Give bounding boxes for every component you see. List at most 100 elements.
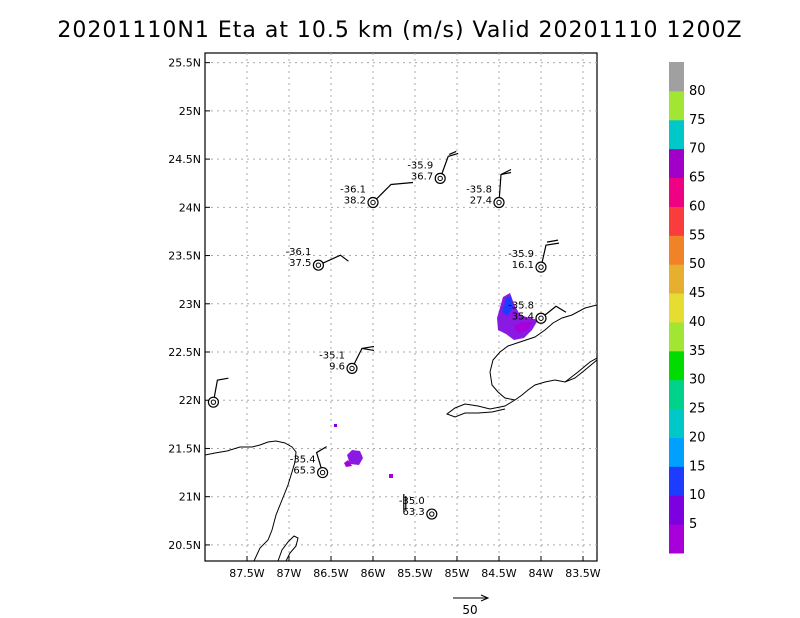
station-temp: -35.8 <box>508 300 534 311</box>
cell-gulf-central-edge <box>344 460 352 467</box>
station-circle <box>535 312 547 324</box>
colorbar-swatch <box>669 264 684 294</box>
station-circle-inner <box>538 264 544 270</box>
station-circle-inner <box>370 199 376 206</box>
station-temp: -35.8 <box>466 185 492 196</box>
lon-tick-label: 84W <box>529 567 554 580</box>
yucatan-coastline <box>205 440 297 561</box>
station-temp: -35.4 <box>290 455 316 466</box>
station-circle-inner <box>538 315 544 321</box>
lat-tick-label: 23.5N <box>168 250 201 263</box>
station-temp: -36.1 <box>286 247 312 258</box>
colorbar-label: 30 <box>689 373 706 388</box>
wind-barb <box>212 377 229 403</box>
wind-barb <box>351 345 375 369</box>
wind-barb <box>498 168 512 203</box>
lat-tick-label: 21N <box>179 491 201 504</box>
colorbar-swatch <box>669 293 684 323</box>
colorbar-swatch <box>669 206 684 236</box>
lat-tick-label: 21.5N <box>168 442 201 455</box>
colorbar-swatch <box>669 524 684 554</box>
colorbar-label: 5 <box>689 517 697 532</box>
colorbar-swatch <box>669 408 684 438</box>
reference-vector: 50 <box>453 594 490 617</box>
lon-tick-label: 84.5W <box>481 567 516 580</box>
station-value: 65.3 <box>293 466 315 477</box>
station-circle <box>316 466 329 479</box>
lon-tick-label: 85W <box>445 567 470 580</box>
colorbar-swatch <box>669 177 684 207</box>
lat-tick-label: 22.5N <box>168 346 201 359</box>
station: -35.230.2 <box>181 377 229 408</box>
station: -35.936.7 <box>407 150 459 184</box>
map-title: 20201110N1 Eta at 10.5 km (m/s) Valid 20… <box>57 18 743 43</box>
lon-tick-label: 87W <box>277 567 302 580</box>
wind-barb <box>439 150 459 179</box>
colorbar-swatch <box>669 321 684 352</box>
station-value: 16.1 <box>512 260 534 271</box>
wind-barb <box>315 446 327 473</box>
station-circle <box>312 259 324 271</box>
colorbar-label: 50 <box>689 257 706 272</box>
colorbar-swatch <box>669 148 684 179</box>
wind-barb <box>540 305 567 319</box>
station-circle-inner <box>437 175 443 182</box>
colorbar-swatch <box>669 379 684 410</box>
station-circle-inner <box>315 262 322 268</box>
station-value: 36.7 <box>411 171 433 182</box>
colorbar-label: 80 <box>689 84 706 99</box>
colorbar: 5 10 15 20 25 30 35 40 45 50 55 60 65 70 75 80 <box>669 62 706 554</box>
station-circle-inner <box>349 365 355 372</box>
lon-tick-label: 86.5W <box>313 567 348 580</box>
station: -35.465.3 <box>290 446 329 479</box>
wind-barb <box>540 239 560 268</box>
colorbar-label: 55 <box>689 228 706 243</box>
station-temp: -35.0 <box>399 496 425 507</box>
station: -35.063.3 <box>399 494 438 520</box>
lat-lon-grid: 87.5W 87W 86.5W 86W 85.5W 85W 84.5W 84W 83.5W 20.… <box>168 53 601 580</box>
station-temp: -36.1 <box>340 185 366 196</box>
station-circle-inner <box>429 511 435 517</box>
station-temp: -35.9 <box>407 160 433 171</box>
station-circle <box>434 172 446 184</box>
colorbar-label: 20 <box>689 430 706 445</box>
station: -35.827.4 <box>466 168 512 209</box>
station-circle-inner <box>319 469 326 476</box>
cuba-west-coastline <box>489 304 597 401</box>
lat-tick-label: 22N <box>179 394 201 407</box>
station-temp: -35.1 <box>319 350 345 361</box>
colorbar-label: 75 <box>689 113 706 128</box>
station-circle-inner <box>210 399 217 405</box>
station-value: 63.3 <box>403 507 425 518</box>
colorbar-label: 70 <box>689 142 706 157</box>
lat-tick-label: 20.5N <box>168 539 201 552</box>
colorbar-label: 15 <box>689 459 706 474</box>
station-circle <box>367 196 379 209</box>
colorbar-swatch <box>669 437 684 467</box>
isla-juventud <box>564 357 597 383</box>
station-circle <box>207 396 219 408</box>
colorbar-swatch <box>669 119 684 150</box>
wind-barb-stations: -35.936.7-36.138.2-35.827.4-36.137.5-35.… <box>181 150 567 520</box>
station-circle <box>535 261 547 273</box>
station-value: 38.2 <box>344 196 366 207</box>
coastlines <box>205 304 597 561</box>
lat-tick-label: 25.5N <box>168 57 201 70</box>
wind-barb <box>318 254 349 266</box>
shaded-precip-cells <box>334 293 538 478</box>
colorbar-label: 25 <box>689 402 706 417</box>
cell-gulf-central <box>347 450 363 465</box>
station-circle <box>346 362 358 375</box>
cuba-south-coastline <box>445 399 516 418</box>
lat-tick-label: 24.5N <box>168 153 201 166</box>
station-value: 30.2 <box>184 395 206 406</box>
station-value: 9.6 <box>329 361 345 372</box>
colorbar-swatch <box>669 350 684 381</box>
station-temp: -35.2 <box>181 384 207 395</box>
station-value: 35.4 <box>512 311 534 322</box>
colorbar-swatch <box>669 62 684 92</box>
lon-tick-label: 87.5W <box>229 567 264 580</box>
wind-barb <box>403 494 407 511</box>
colorbar-label: 40 <box>689 315 706 330</box>
colorbar-label: 10 <box>689 488 706 503</box>
